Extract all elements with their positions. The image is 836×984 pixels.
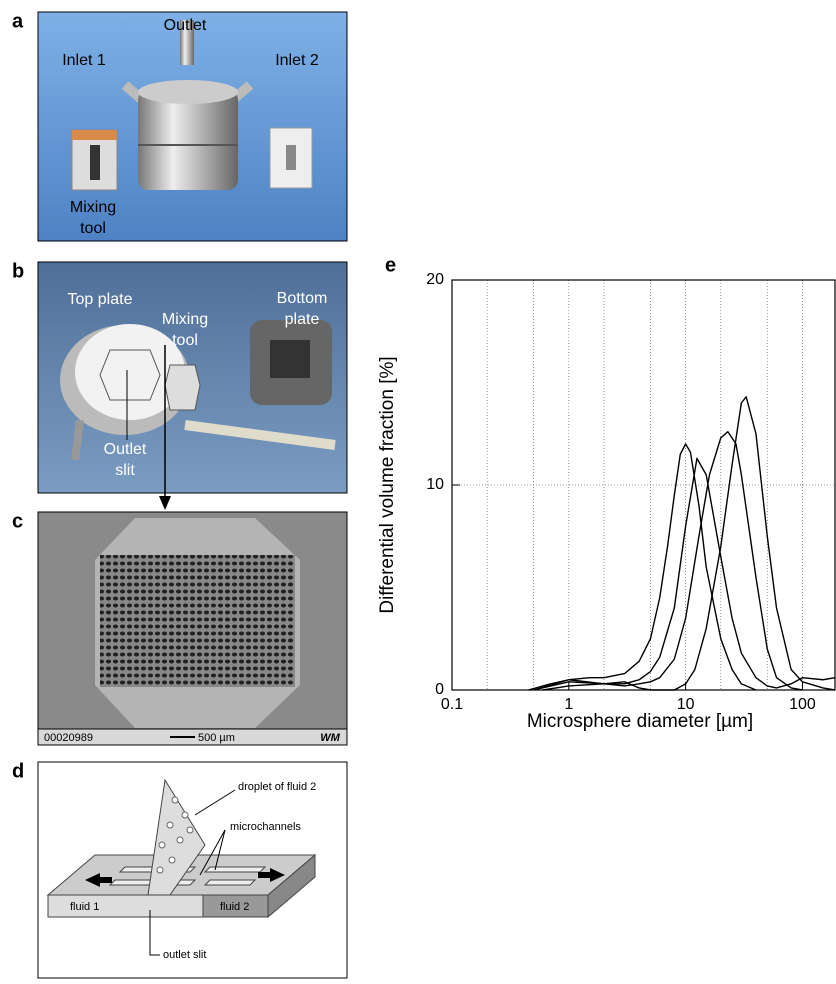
- panel-label: e: [385, 254, 396, 276]
- panel-label: a: [12, 10, 24, 32]
- annotation: tool: [80, 220, 106, 237]
- annotation: Bottom: [277, 290, 328, 307]
- y-axis-label: Differential volume fraction [%]: [377, 356, 398, 613]
- sem-image: [38, 512, 347, 745]
- annotation: Inlet 2: [275, 52, 319, 69]
- series-line: [534, 432, 803, 690]
- series-line: [534, 458, 835, 690]
- figure: a Outlet Inlet 1 Inlet 2 Mixing tool b T…: [0, 0, 836, 984]
- annotation: fluid 2: [220, 901, 249, 913]
- scale-bar: 500 µm: [198, 732, 235, 744]
- x-tick-label: 10: [677, 696, 695, 713]
- x-tick-label: 100: [789, 696, 816, 713]
- annotation: Inlet 1: [62, 52, 106, 69]
- series-line: [543, 397, 835, 690]
- x-tick-label: 0.1: [441, 696, 463, 713]
- image-id: 00020989: [44, 732, 93, 744]
- annotation: plate: [285, 311, 320, 328]
- arrow-head: [159, 496, 171, 510]
- diagram-d: [38, 762, 347, 978]
- annotation: microchannels: [230, 821, 301, 833]
- annotation: droplet of fluid 2: [238, 781, 316, 793]
- annotation: fluid 1: [70, 901, 99, 913]
- y-tick-label: 20: [426, 271, 444, 288]
- annotation: Top plate: [68, 291, 133, 308]
- y-tick-label: 10: [426, 476, 444, 493]
- x-axis-label: Microsphere diameter [µm]: [527, 711, 753, 732]
- logo: WM: [320, 732, 340, 744]
- series-line: [528, 444, 756, 690]
- annotation: tool: [172, 332, 198, 349]
- panel-label: b: [12, 260, 24, 282]
- panel-label: d: [12, 760, 24, 782]
- annotation: Mixing: [162, 311, 208, 328]
- x-tick-label: 1: [564, 696, 573, 713]
- annotation: Mixing: [70, 199, 116, 216]
- y-tick-label: 0: [435, 681, 444, 698]
- annotation: Outlet: [104, 441, 147, 458]
- annotation: slit: [115, 462, 135, 479]
- annotation: outlet slit: [163, 949, 206, 961]
- panel-label: c: [12, 510, 23, 532]
- annotation: Outlet: [164, 17, 207, 34]
